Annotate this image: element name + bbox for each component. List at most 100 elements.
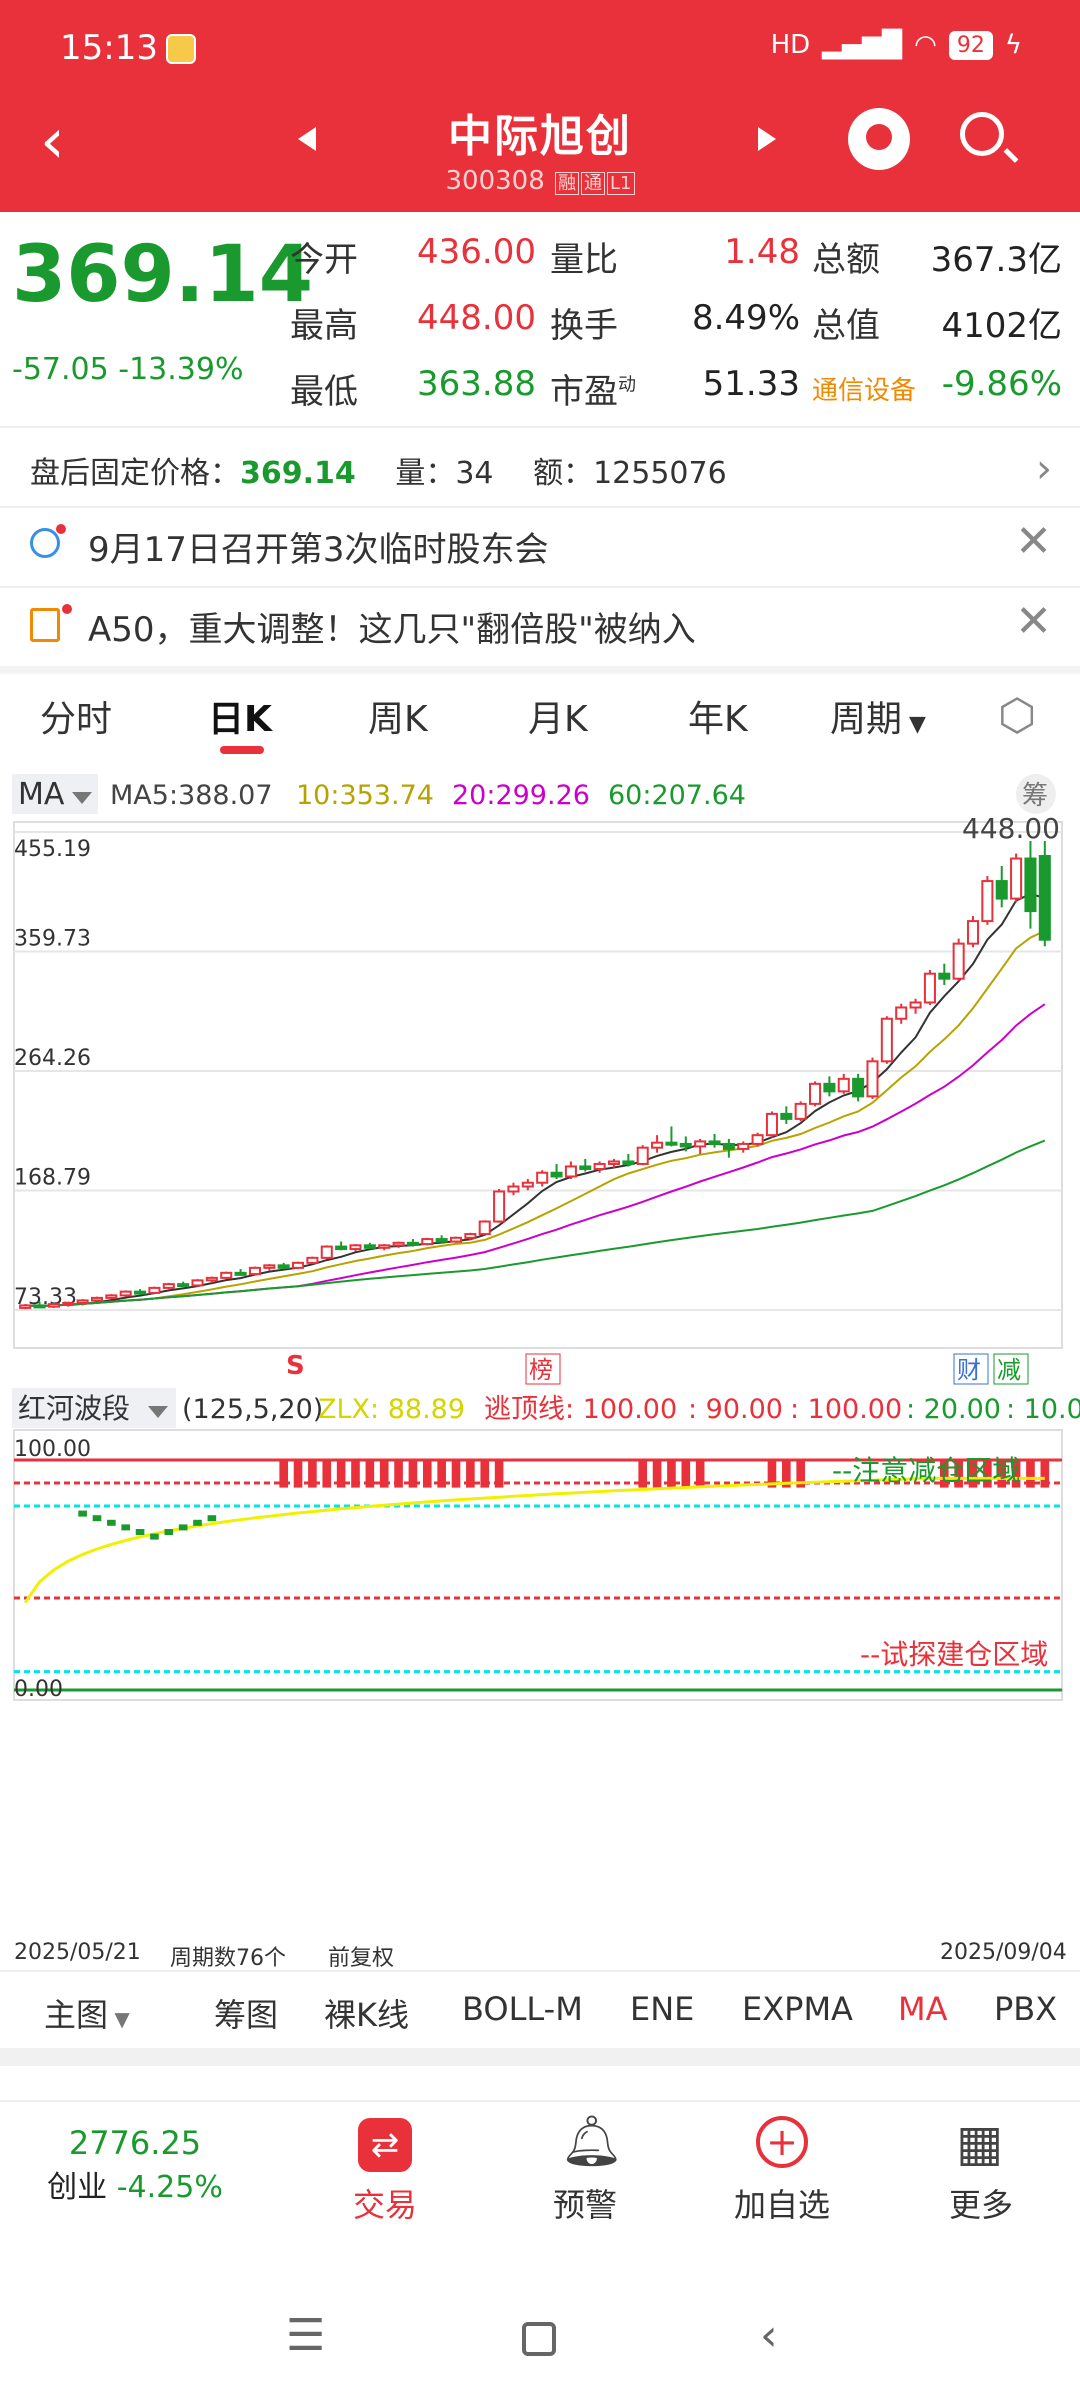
prev-stock-icon[interactable]: [296, 126, 318, 152]
tab-daily-k[interactable]: 日K: [208, 699, 272, 740]
signal-mark: [164, 1529, 174, 1535]
nav-add-watchlist[interactable]: 加自选: [733, 2186, 830, 2224]
signal-mark: [150, 1533, 159, 1540]
signal-icon: ▂▄▆█: [822, 30, 903, 60]
toolbar-pbx[interactable]: PBX: [994, 1990, 1058, 2028]
signal-mark: [135, 1529, 145, 1535]
candle-body: [866, 1060, 879, 1098]
candles: [19, 841, 1051, 1310]
news-item[interactable]: A50，重大调整！这几只"翻倍股"被纳入: [88, 610, 696, 650]
reduce-zone-label: --注意减仓区域: [832, 1454, 1020, 1487]
candle-body: [852, 1077, 865, 1098]
tab-yearly-k[interactable]: 年K: [688, 699, 748, 740]
overheat-bar: [667, 1460, 676, 1488]
candle-body: [90, 1296, 104, 1302]
candle-body: [952, 942, 965, 980]
finance-marker-box[interactable]: [953, 1353, 989, 1385]
settings-hexagon-icon[interactable]: ⬡: [998, 690, 1037, 741]
candle-body: [234, 1271, 247, 1276]
after-hours-label: 盘后固定价格：: [30, 456, 240, 491]
overheat-bar: [494, 1460, 504, 1488]
overheat-bar: [767, 1460, 777, 1488]
tab-intraday[interactable]: 分时: [40, 699, 113, 740]
next-stock-icon[interactable]: [756, 126, 778, 152]
candle-body: [751, 1134, 764, 1145]
trade-icon[interactable]: ⇄: [358, 2118, 412, 2172]
signal-s-marker[interactable]: S: [286, 1351, 305, 1381]
overheat-bar: [279, 1460, 288, 1488]
tab-monthly-k[interactable]: 月K: [528, 699, 588, 740]
candle-body: [1024, 857, 1037, 913]
search-icon[interactable]: [960, 112, 1004, 156]
stat-label: 总值: [812, 306, 880, 346]
section-gap: [0, 2048, 1080, 2066]
stat-label: 通信设备: [812, 376, 917, 406]
toolbar-ma[interactable]: MA: [898, 1990, 948, 2028]
overheat-bar: [983, 1460, 992, 1488]
candle-body: [607, 1160, 621, 1165]
document-icon: [30, 608, 60, 642]
candle-body: [794, 1102, 807, 1120]
reduce-marker-box[interactable]: [993, 1353, 1029, 1385]
nav-alert[interactable]: 预警: [552, 2186, 617, 2224]
chevron-right-icon[interactable]: ›: [1036, 446, 1052, 492]
home-icon[interactable]: [522, 2322, 556, 2356]
candle-body: [923, 972, 936, 1004]
close-icon[interactable]: ✕: [1015, 516, 1052, 567]
after-hours-row[interactable]: 盘后固定价格：369.14 量：34 额：1255076: [30, 448, 727, 492]
notification-icon: [166, 34, 196, 64]
stat-label: 市盈动: [550, 372, 636, 412]
menu-icon[interactable]: ☰: [286, 2310, 326, 2361]
signal-mark: [92, 1515, 102, 1522]
toolbar-chip-chart[interactable]: 筹图: [214, 1996, 279, 2034]
lightbulb-icon: [30, 528, 60, 558]
stat-label-sup: 动: [618, 374, 636, 396]
back-nav-icon[interactable]: ‹: [760, 2310, 778, 2361]
chevron-down-icon: [72, 792, 92, 804]
chevron-down-icon: [148, 1406, 168, 1418]
stat-value: 1.48: [724, 232, 800, 272]
nav-more[interactable]: 更多: [948, 2186, 1013, 2224]
sub-indicator-params: (125,5,20): [182, 1394, 323, 1425]
toolbar-expma[interactable]: EXPMA: [742, 1990, 853, 2028]
stat-label: 最高: [290, 306, 358, 346]
tab-weekly-k[interactable]: 周K: [368, 699, 428, 740]
period-count: 周期数76个: [170, 1946, 286, 1971]
grid-icon[interactable]: ▦: [956, 2114, 1004, 2172]
candle-body: [995, 880, 1008, 900]
overheat-bar: [782, 1460, 791, 1488]
toolbar-ene[interactable]: ENE: [630, 1990, 695, 2028]
stat-label: 总额: [812, 240, 880, 280]
toolbar-main-chart[interactable]: 主图 ▼: [44, 1990, 130, 2036]
candle-body: [622, 1160, 635, 1165]
close-icon[interactable]: ✕: [1015, 596, 1052, 647]
back-icon[interactable]: ‹: [40, 104, 65, 177]
candle-body: [292, 1261, 305, 1269]
candle-body: [966, 920, 980, 945]
candle-body: [938, 972, 951, 980]
candle-body: [62, 1301, 75, 1306]
stat-value: 436.00: [417, 232, 536, 272]
news-item[interactable]: 9月17日召开第3次临时股东会: [88, 530, 549, 570]
bell-icon[interactable]: 🔔︎: [560, 2112, 624, 2170]
mascot-icon[interactable]: [848, 108, 910, 170]
candle-body: [636, 1146, 649, 1165]
candle-body: [651, 1141, 664, 1149]
add-icon[interactable]: +: [756, 2116, 808, 2168]
price-adjust-mode[interactable]: 前复权: [328, 1946, 395, 1971]
candle-body: [421, 1238, 434, 1246]
candle-body: [737, 1142, 750, 1150]
sub-indicator-selector[interactable]: [12, 1388, 176, 1428]
toolbar-naked-k[interactable]: 裸K线: [324, 1996, 409, 2034]
overheat-bar: [968, 1460, 978, 1488]
kline-chart[interactable]: MA MA5:388.07 10:353.74 20:299.26 60:207…: [0, 770, 1080, 1970]
charging-icon: ϟ: [1004, 30, 1022, 60]
candle-body: [809, 1082, 822, 1105]
rank-marker-box[interactable]: [525, 1353, 561, 1385]
nav-trade[interactable]: 交易: [352, 2186, 417, 2224]
signal-mark: [207, 1515, 217, 1522]
toolbar-boll[interactable]: BOLL-M: [462, 1990, 583, 2028]
tab-period[interactable]: 周期 ▼: [830, 690, 926, 742]
chip-button[interactable]: [1016, 774, 1056, 814]
index-widget[interactable]: 2776.25 创业 -4.25%: [30, 2124, 240, 2206]
